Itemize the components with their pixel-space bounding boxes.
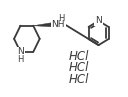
Text: N: N bbox=[95, 16, 102, 25]
Text: H: H bbox=[58, 14, 65, 23]
Text: HCl: HCl bbox=[68, 61, 89, 74]
Text: HCl: HCl bbox=[68, 73, 89, 86]
Text: HCl: HCl bbox=[68, 50, 89, 63]
Text: H: H bbox=[17, 55, 24, 64]
Text: NH: NH bbox=[51, 20, 65, 29]
Text: N: N bbox=[17, 47, 24, 56]
Polygon shape bbox=[33, 23, 53, 27]
